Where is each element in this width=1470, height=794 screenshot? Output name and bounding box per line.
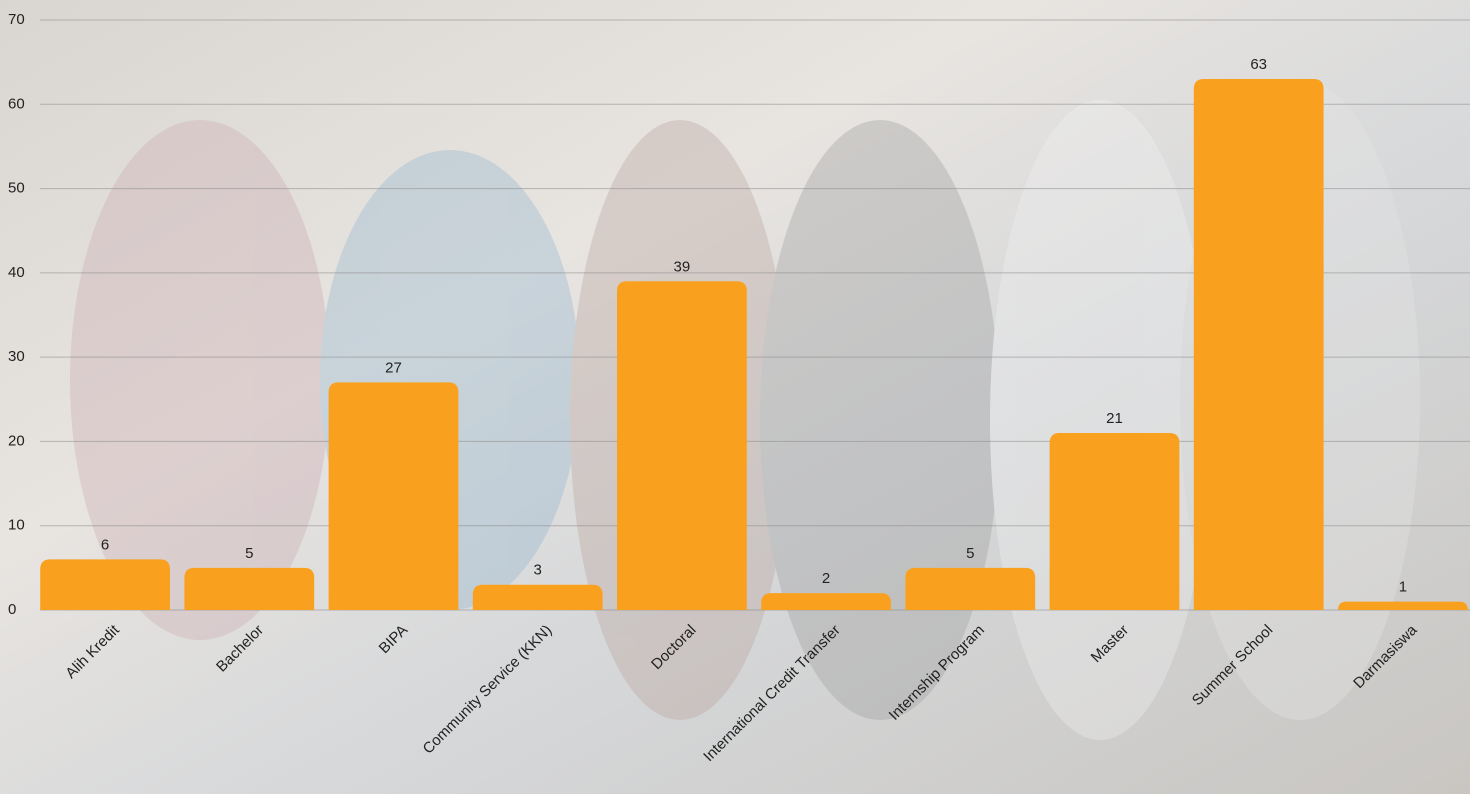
- bar: [761, 593, 891, 610]
- bar: [328, 382, 459, 610]
- value-label: 63: [1250, 56, 1267, 73]
- value-label: 1: [1399, 579, 1407, 596]
- y-tick-label: 30: [8, 348, 25, 365]
- bar: [40, 559, 170, 610]
- y-tick-label: 50: [8, 180, 25, 197]
- y-tick-label: 20: [8, 432, 25, 449]
- bar: [617, 281, 747, 610]
- bar: [472, 584, 603, 610]
- y-tick-label: 0: [8, 601, 16, 618]
- bar: [1049, 433, 1180, 610]
- value-label: 5: [245, 545, 253, 562]
- value-label: 21: [1106, 410, 1123, 427]
- bar: [905, 567, 1036, 610]
- y-tick-label: 60: [8, 95, 25, 112]
- value-label: 27: [385, 359, 402, 376]
- value-label: 39: [674, 258, 691, 275]
- bar: [1338, 601, 1468, 610]
- bar: [1193, 79, 1324, 610]
- value-label: 3: [534, 562, 542, 579]
- y-tick-label: 10: [8, 517, 25, 534]
- bar: [184, 567, 315, 610]
- value-label: 2: [822, 570, 830, 587]
- value-label: 6: [101, 536, 109, 553]
- y-tick-label: 40: [8, 264, 25, 281]
- value-label: 5: [966, 545, 974, 562]
- y-tick-label: 70: [8, 11, 25, 28]
